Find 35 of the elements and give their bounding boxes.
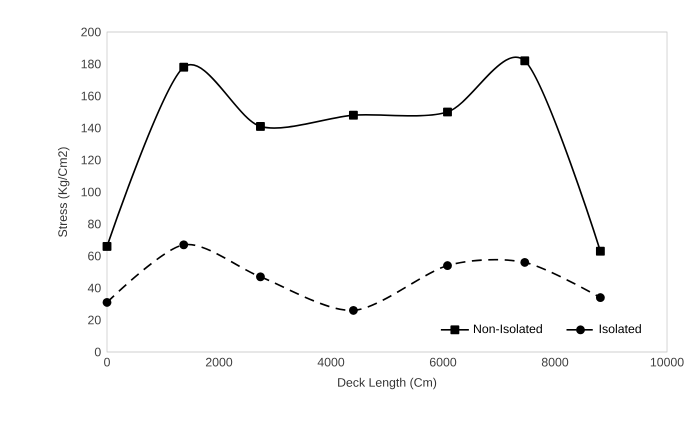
y-tick-label: 160 (82, 92, 101, 100)
point (348, 110, 358, 120)
y-tick-label: 80 (88, 220, 101, 228)
y-tick-label: 140 (82, 124, 101, 132)
y-tick-label: 180 (82, 60, 101, 68)
point (596, 246, 605, 256)
legend-label: Isolated (600, 324, 641, 334)
x-tick-label: 4000 (318, 358, 344, 367)
point (596, 293, 605, 302)
x-tick-label: 6000 (430, 358, 456, 367)
x-tick-label: 8000 (542, 358, 568, 367)
y-tick-label: 40 (88, 284, 101, 292)
legend-label: Non-Isolated (474, 324, 542, 334)
y-tick-label: 100 (82, 188, 101, 196)
point (102, 242, 112, 251)
point (520, 56, 530, 66)
point (179, 62, 188, 72)
point (256, 272, 265, 282)
y-tick-label: 200 (81, 28, 101, 36)
point (256, 122, 265, 131)
x-axis-title: Deck Length (Cm) (338, 378, 436, 390)
x-tick-label: 10000 (650, 358, 684, 367)
point (443, 108, 452, 116)
y-axis-title: Stress (Kg/Cm2) (58, 147, 70, 237)
point (443, 261, 452, 270)
point (520, 258, 530, 267)
y-tick-label: 60 (88, 252, 101, 260)
x-tick-label: 0 (104, 358, 110, 367)
y-tick-label: 120 (82, 156, 101, 164)
point (102, 298, 112, 307)
y-tick-label: 20 (88, 316, 101, 324)
y-tick-label: 0 (94, 348, 101, 356)
point (179, 240, 188, 250)
x-tick-label: 2000 (206, 358, 232, 367)
point (348, 306, 358, 315)
